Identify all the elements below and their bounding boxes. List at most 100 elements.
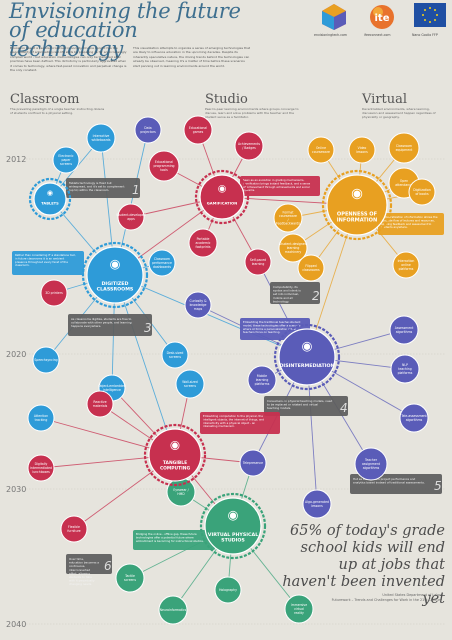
node-label: Portable academic footprints [196,237,211,249]
node-circle [184,291,212,319]
tech-node-nlp-platforms[interactable]: NLP teaching platforms [390,354,420,384]
svg-text:ite: ite [375,13,390,24]
tech-node-algo-generated[interactable]: Algo-generated lessons [302,489,332,519]
tech-node-portable-academic[interactable]: Portable academic footprints [188,228,218,258]
node-circle [247,365,277,395]
node-circle [244,248,272,276]
tech-node-flipped[interactable]: Flipped classrooms [297,254,325,282]
node-label: Classroom performance dashboards [152,257,172,269]
hub-disintermediation[interactable]: ◉ DISINTERMEDIATION [273,323,341,391]
column-virtual-subtitle: Decentralized environments, where learni… [362,107,436,120]
tech-node-format-courseware[interactable]: Format courseware / Feedbackwards [273,203,303,233]
column-studio-title: Studio [205,92,248,107]
tech-node-classroom-equipment[interactable]: Classroom equipment [388,132,420,164]
column-classroom-subtitle: The prevailing paradigm of a single teac… [10,107,105,116]
tech-node-tele-assessment[interactable]: Tele-assessment algorithms [399,403,429,433]
hub-tablets[interactable]: ◉ TABLETS [28,177,72,221]
node-circle [52,146,80,174]
tech-node-neuroinformatics[interactable]: Neuroinformatics [158,595,188,625]
tech-node-wall-sized[interactable]: Wall-sized screens [175,369,205,399]
note-box [68,314,152,336]
tech-node-flexible-furniture[interactable]: Flexible furniture [60,515,88,543]
eu-flag-icon [414,3,446,27]
numbered-note: Tablets technology is fixed but widesprea… [66,178,140,198]
hub-label: DIGITIZED CLASSROOMS [97,281,134,293]
tech-node-immersive-vr[interactable]: Immersive virtual reality [284,594,314,624]
callout-text: Embedding the traditional teacher-studen… [243,320,301,334]
node-label: Classroom equipment [396,144,414,152]
column-studio-subtitle: Peer-to-peer learning environments where… [205,107,299,120]
connection-line [114,274,308,358]
column-virtual-title: Virtual [362,92,408,107]
tech-node-electronic-paper[interactable]: Electronic paper screens [52,146,80,174]
tech-node-student-designed[interactable]: Student-designed learning machinery [278,233,308,263]
hub-icon: ◉ [351,186,363,202]
node-label: Tactile screens [124,574,136,582]
callout-text: Democratization of information allows th… [381,215,438,229]
hub-virtual[interactable]: ◉ VIRTUAL PHYSICAL STUDIOS [199,492,267,560]
tech-node-holography[interactable]: Holography [214,576,242,604]
tech-node-tactile-screens[interactable]: Tactile screens [115,563,145,593]
node-circle [27,454,55,482]
tech-node-assessment-algorithms[interactable]: Assessment algorithms [389,315,419,345]
hub-ring [321,169,393,241]
hub-gamification[interactable]: ◉ GAMIFICATION [194,169,250,225]
note-number: 4 [340,401,348,415]
tech-node-achievements[interactable]: Achievements / Badges [234,131,264,161]
tech-node-online-courseware[interactable]: Online courseware [307,136,335,164]
tech-node-reactive-materials[interactable]: Reactive materials [86,390,114,418]
tech-node-educational-games[interactable]: Educational games [183,115,213,145]
tech-node-video-lessons[interactable]: Video lessons [348,136,376,164]
callout-box [133,530,215,550]
node-label: Telepresence [242,461,263,465]
hub-circle [278,328,336,386]
hub-tangible[interactable]: ◉ TANGIBLE COMPUTING [143,423,207,487]
tech-node-digitally-intermediated[interactable]: Digitally intermediated lunchboxes [27,454,55,482]
node-label: Digitally intermediated lunchboxes [30,462,52,474]
hub-circle [33,182,67,216]
description-callout: Bridging the online - offline gap, these… [133,530,215,550]
node-circle [148,150,180,182]
node-label: Open attendance [395,179,413,187]
envisioningtech-logo[interactable]: envisioningtech.com [314,3,348,39]
note-box [264,396,348,416]
node-circle [158,595,188,625]
tech-node-attention-tracking[interactable]: Attention tracking [27,404,55,432]
hub-ring [143,423,207,487]
hub-circle [148,428,202,482]
hub-digitized[interactable]: ◉ DIGITIZED CLASSROOMS [81,241,149,309]
tech-node-mobile-learning[interactable]: Mobile learning platforms [247,365,277,395]
hub-label: TANGIBLE COMPUTING [160,460,191,471]
tech-node-teacher-assignment[interactable]: Teacher assignment algorithms [354,447,388,481]
node-circle [60,515,88,543]
tech-node-curiosity-knowledge[interactable]: Curiosity & knowledge maps [184,291,212,319]
tech-node-digitization-books[interactable]: Digitization of books [408,178,436,206]
itv-logo[interactable]: ite ifeeconnect.com [364,3,396,39]
tech-node-student-apps[interactable]: Student-developed apps [116,203,146,231]
node-label: Assessment algorithms [395,326,414,334]
node-label: Neuroinformatics [160,608,187,612]
node-circle [297,254,325,282]
tech-node-data-projectors[interactable]: Data projectors [134,116,162,144]
tech-node-classroom-performance[interactable]: Classroom performance dashboards [148,249,176,277]
eu-logo[interactable]: Nano Coolio FFP [412,3,446,39]
node-circle [134,116,162,144]
node-label: Object-embedded intelligence [98,384,126,392]
tech-node-eyewear[interactable]: Eyewear / HMD [166,477,196,507]
node-label: Interaction online platforms [398,259,415,271]
node-circle [408,178,436,206]
logo-caption: ifeeconnect.com [364,33,391,37]
tech-node-3d-printers[interactable]: 3D printers [40,279,68,307]
tech-node-desk-sized[interactable]: Desk-sized screens [161,341,189,369]
node-label: 3D printers [45,291,63,295]
tech-node-educational-programming[interactable]: Educational programming tools [148,150,180,182]
tech-node-self-paced[interactable]: Self-paced learning [244,248,272,276]
tech-node-telepresence[interactable]: Telepresence [239,449,267,477]
tech-node-interactive-whiteboards[interactable]: Interactive whiteboards [86,123,116,153]
node-label: Educational games [189,126,207,134]
tech-node-speechsyncing[interactable]: Speechsyncing [32,346,60,374]
node-circle [273,203,303,233]
hub-openness[interactable]: ◉ OPENNESS OF INFORMATION [321,169,393,241]
node-circle [214,576,242,604]
tech-node-interaction-online[interactable]: Interaction online platforms [392,251,420,279]
